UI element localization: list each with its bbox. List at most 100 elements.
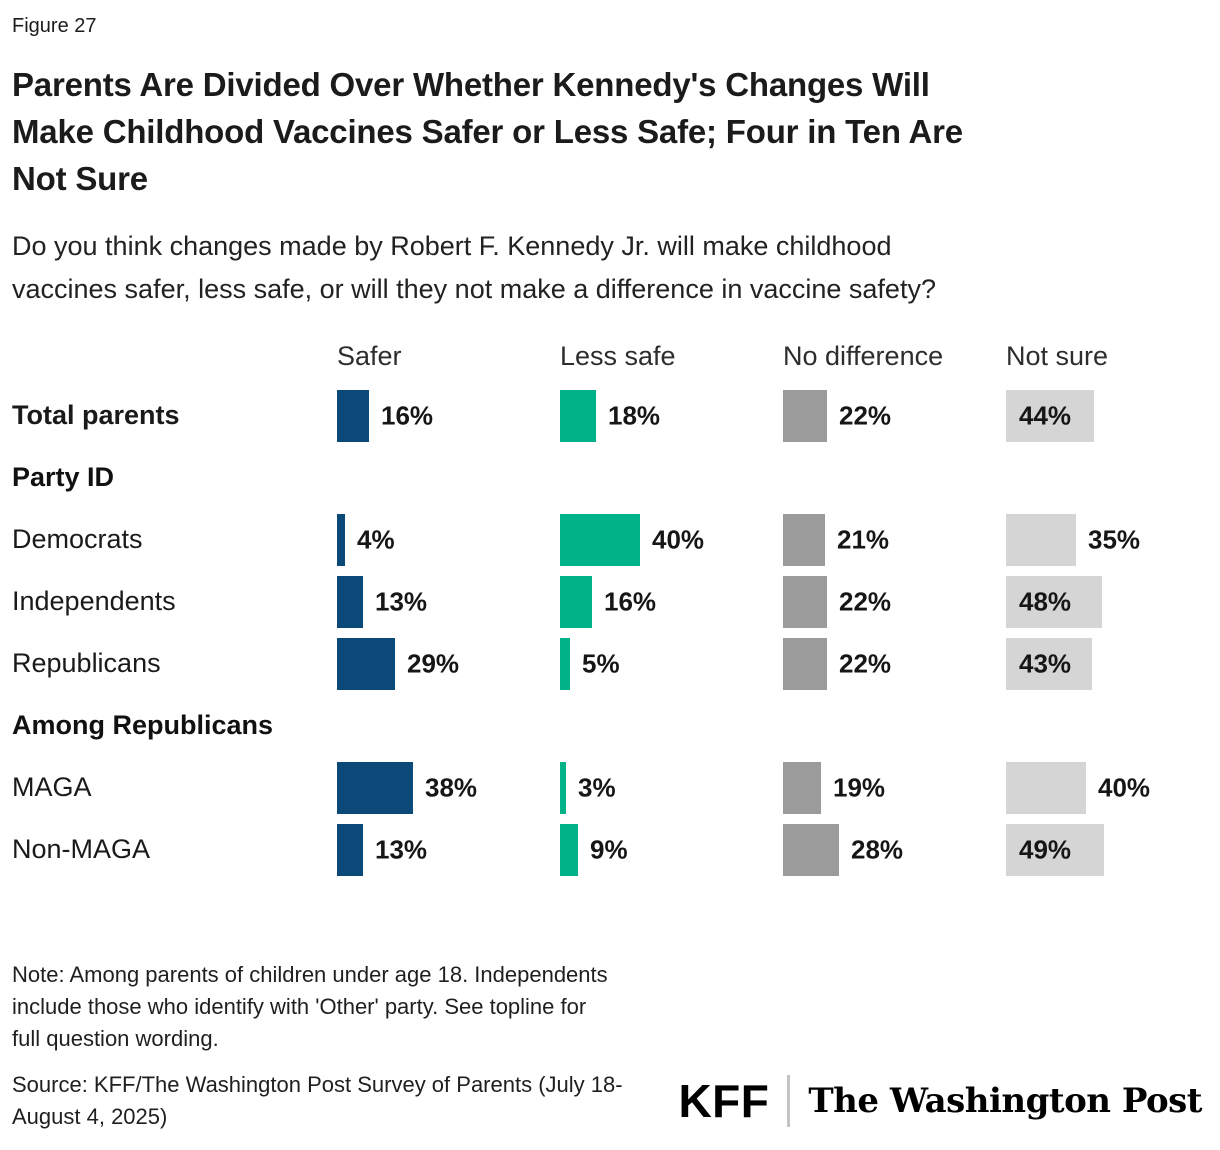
bar-less-safe	[560, 513, 640, 566]
row-label: Democrats	[12, 524, 143, 555]
row-label: Republicans	[12, 648, 161, 679]
row-label: Non-MAGA	[12, 834, 151, 865]
washington-post-logo: The Washington Post	[808, 1080, 1202, 1121]
chart-row-maga: MAGA 38% 3% 19% 40%	[12, 757, 1206, 819]
bar-not-sure	[1006, 823, 1104, 876]
bar-cell: 13%	[337, 571, 560, 633]
bar-value: 22%	[839, 648, 892, 679]
bar-value: 3%	[578, 772, 616, 803]
logo-divider-icon	[787, 1074, 791, 1127]
bar-safer	[337, 823, 363, 876]
section-header-party-id: Party ID	[12, 462, 115, 493]
bar-cell: 21%	[783, 509, 1006, 571]
chart-row-republicans: Republicans 29% 5% 22% 43%	[12, 633, 1206, 695]
bar-cell: 4%	[337, 509, 560, 571]
bar-value: 16%	[604, 586, 657, 617]
bar-cell: 9%	[560, 819, 783, 881]
bar-safer	[337, 513, 345, 566]
bar-safer	[337, 389, 369, 442]
bar-value: 22%	[839, 400, 892, 431]
bar-not-sure	[1006, 389, 1094, 442]
bar-value: 22%	[839, 586, 892, 617]
row-label: MAGA	[12, 772, 92, 803]
section-header-among-republicans: Among Republicans	[12, 710, 274, 741]
bar-safer	[337, 637, 395, 690]
bar-cell: 3%	[560, 757, 783, 819]
bar-value: 35%	[1088, 524, 1141, 555]
column-headers: Safer Less safe No difference Not sure	[12, 341, 1206, 385]
bar-value: 21%	[837, 524, 890, 555]
bar-value: 9%	[590, 834, 628, 865]
bar-no-difference	[783, 761, 821, 814]
bar-value: 38%	[425, 772, 478, 803]
bar-not-sure	[1006, 637, 1092, 690]
bar-cell: 44%	[1006, 385, 1220, 447]
bar-cell: 5%	[560, 633, 783, 695]
bar-cell: 19%	[783, 757, 1006, 819]
bar-value: 5%	[582, 648, 620, 679]
bar-value: 44%	[1019, 400, 1072, 431]
chart-row-total-parents: Total parents 16% 18% 22% 44%	[12, 385, 1206, 447]
bar-value: 18%	[608, 400, 661, 431]
chart-row-independents: Independents 13% 16% 22% 48%	[12, 571, 1206, 633]
bar-less-safe	[560, 389, 596, 442]
chart: Safer Less safe No difference Not sure Tota…	[12, 341, 1206, 881]
footer: Source: KFF/The Washington Post Survey o…	[12, 1069, 1206, 1133]
bar-value: 13%	[375, 834, 428, 865]
bar-safer	[337, 761, 413, 814]
chart-row-democrats: Democrats 4% 40% 21% 35%	[12, 509, 1206, 571]
bar-cell: 28%	[783, 819, 1006, 881]
column-header-not-sure: Not sure	[1006, 340, 1109, 371]
bar-not-sure	[1006, 761, 1086, 814]
bar-value: 16%	[381, 400, 434, 431]
bar-no-difference	[783, 389, 827, 442]
chart-subtitle: Do you think changes made by Robert F. K…	[12, 230, 936, 304]
source-text: Source: KFF/The Washington Post Survey o…	[12, 1071, 623, 1129]
bar-no-difference	[783, 823, 839, 876]
bar-value: 4%	[357, 524, 395, 555]
bar-less-safe	[560, 823, 578, 876]
kff-logo: KFF	[678, 1074, 770, 1127]
bar-cell: 49%	[1006, 819, 1220, 881]
bar-cell: 38%	[337, 757, 560, 819]
bar-cell: 22%	[783, 385, 1006, 447]
bar-no-difference	[783, 637, 827, 690]
bar-value: 40%	[1098, 772, 1151, 803]
bar-less-safe	[560, 575, 592, 628]
row-label: Total parents	[12, 400, 180, 431]
bar-cell: 22%	[783, 633, 1006, 695]
bar-cell: 43%	[1006, 633, 1220, 695]
bar-value: 19%	[833, 772, 886, 803]
bar-cell: 40%	[560, 509, 783, 571]
bar-safer	[337, 575, 363, 628]
logos: KFF The Washington Post	[678, 1074, 1206, 1128]
bar-cell: 16%	[337, 385, 560, 447]
bar-no-difference	[783, 513, 825, 566]
row-label: Independents	[12, 586, 176, 617]
bar-value: 28%	[851, 834, 904, 865]
bar-cell: 40%	[1006, 757, 1220, 819]
column-header-no-difference: No difference	[783, 340, 944, 371]
column-header-safer: Safer	[337, 340, 402, 371]
bar-no-difference	[783, 575, 827, 628]
bar-value: 49%	[1019, 834, 1072, 865]
bar-not-sure	[1006, 575, 1102, 628]
bar-cell: 13%	[337, 819, 560, 881]
bar-cell: 35%	[1006, 509, 1220, 571]
bar-value: 48%	[1019, 586, 1072, 617]
bar-value: 40%	[652, 524, 705, 555]
bar-less-safe	[560, 761, 566, 814]
bar-cell: 22%	[783, 571, 1006, 633]
column-header-less-safe: Less safe	[560, 340, 676, 371]
figure-label: Figure 27	[12, 15, 97, 37]
bar-cell: 18%	[560, 385, 783, 447]
section-row: Party ID	[12, 447, 1206, 509]
bar-value: 43%	[1019, 648, 1072, 679]
bar-less-safe	[560, 637, 570, 690]
bar-cell: 29%	[337, 633, 560, 695]
chart-row-non-maga: Non-MAGA 13% 9% 28% 49%	[12, 819, 1206, 881]
bar-value: 29%	[407, 648, 460, 679]
bar-value: 13%	[375, 586, 428, 617]
bar-not-sure	[1006, 513, 1076, 566]
